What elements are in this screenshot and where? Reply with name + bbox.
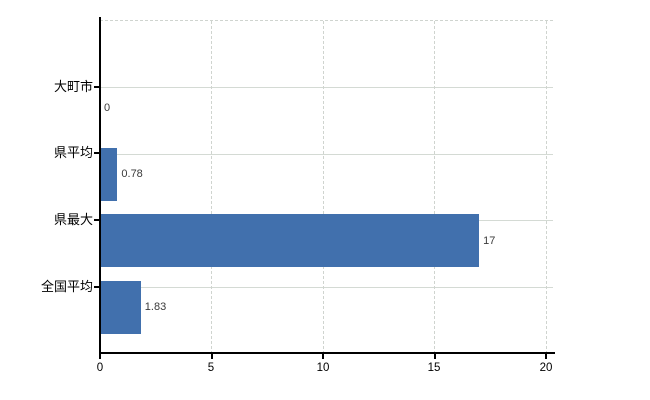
gridline-vertical (546, 21, 547, 354)
gridline-horizontal (100, 287, 553, 288)
x-tick-label: 10 (316, 362, 330, 374)
y-tick (94, 152, 99, 154)
value-label: 1.83 (143, 300, 168, 314)
y-tick (94, 286, 99, 288)
category-label-zenkokuheikin: 全国平均 (40, 279, 93, 294)
bar-kenheikin (100, 148, 118, 201)
x-tick-label: 15 (427, 362, 441, 374)
gridline-vertical (323, 21, 324, 354)
gridline-vertical (211, 21, 212, 354)
x-tick (545, 353, 547, 359)
x-tick (211, 353, 213, 359)
bar-zenkokuheikin (100, 281, 141, 334)
x-tick-label: 0 (96, 362, 104, 374)
category-label-kensaidai: 県最大 (53, 212, 93, 227)
bar-kensaidai (100, 214, 480, 267)
category-label-kenheikin: 県平均 (53, 145, 93, 160)
y-tick (94, 219, 99, 221)
value-label: 0 (103, 101, 112, 115)
x-tick (99, 353, 101, 359)
category-label-omachishi: 大町市 (53, 79, 93, 94)
value-label: 17 (482, 234, 497, 248)
x-tick-label: 5 (207, 362, 215, 374)
gridline-vertical (434, 21, 435, 354)
x-tick (434, 353, 436, 359)
y-tick (94, 86, 99, 88)
y-axis-line (99, 17, 101, 353)
x-axis-line (99, 352, 555, 354)
gridline-horizontal (100, 154, 553, 155)
gridline-horizontal (100, 87, 553, 88)
value-label: 0.78 (120, 167, 144, 181)
x-tick-label: 20 (539, 362, 553, 374)
x-tick (322, 353, 324, 359)
plot-area: 0 0.78 17 1.83 (100, 20, 553, 354)
